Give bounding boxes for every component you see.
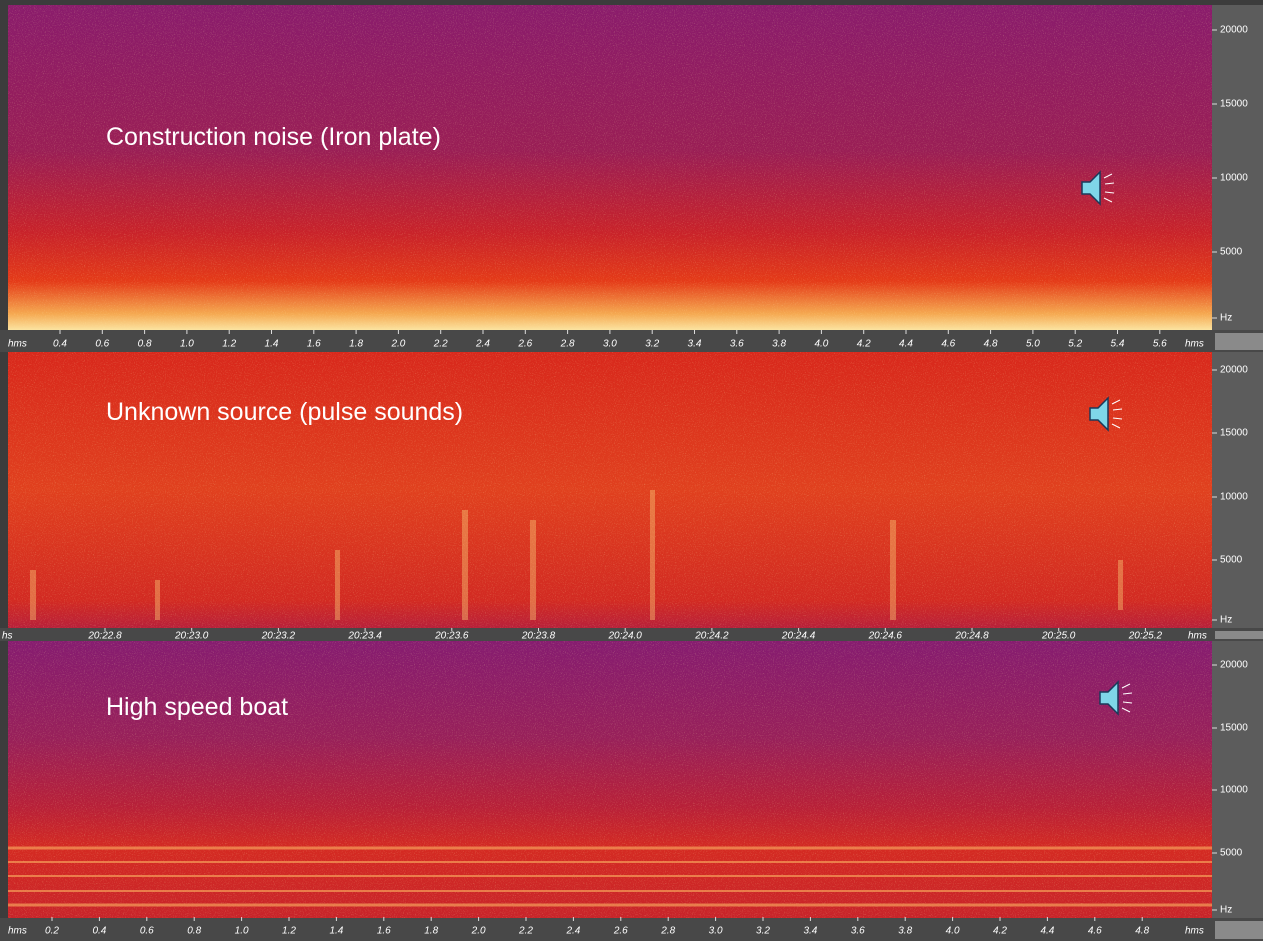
frequency-label: 15000 xyxy=(1220,428,1248,439)
frequency-label: 20000 xyxy=(1220,25,1248,36)
time-label: 20:22.8 xyxy=(87,631,122,642)
time-label: 2.2 xyxy=(433,339,448,350)
time-label: 3.2 xyxy=(645,339,659,350)
time-label: 5.2 xyxy=(1068,339,1082,350)
time-label: 0.4 xyxy=(92,926,106,937)
time-label: 0.8 xyxy=(138,339,152,350)
time-label: 1.8 xyxy=(349,339,363,350)
time-label: 20:24.2 xyxy=(694,631,729,642)
time-label: 20:23.0 xyxy=(174,631,209,642)
time-label: 4.6 xyxy=(1088,926,1102,937)
time-label: 5.4 xyxy=(1111,339,1125,350)
frequency-label: Hz xyxy=(1220,313,1232,324)
time-label: 20:25.0 xyxy=(1041,631,1076,642)
time-label: 20:24.4 xyxy=(781,631,816,642)
time-label: 4.4 xyxy=(899,339,913,350)
frequency-label: 10000 xyxy=(1220,785,1248,796)
spectrogram-window: Construction noise (Iron plate) Unknown … xyxy=(0,0,1263,941)
time-label: 2.8 xyxy=(660,926,675,937)
frequency-label: Hz xyxy=(1220,905,1232,916)
time-label: 20:24.8 xyxy=(954,631,989,642)
time-label: 20:23.8 xyxy=(521,631,556,642)
time-label: 1.0 xyxy=(180,339,194,350)
time-label: 0.4 xyxy=(53,339,67,350)
frequency-label: 15000 xyxy=(1220,723,1248,734)
time-label: 4.0 xyxy=(946,926,960,937)
time-label: 0.6 xyxy=(140,926,154,937)
frequency-label: 5000 xyxy=(1220,848,1243,859)
frequency-axis xyxy=(1212,641,1263,918)
time-label: 1.8 xyxy=(424,926,438,937)
time-label: 20:24.0 xyxy=(608,631,643,642)
frequency-label: 20000 xyxy=(1220,365,1248,376)
time-unit: hms xyxy=(1185,339,1204,350)
frequency-label: 10000 xyxy=(1220,492,1248,503)
time-label: 0.6 xyxy=(95,339,109,350)
frequency-label: 5000 xyxy=(1220,247,1243,258)
time-label: 2.2 xyxy=(518,926,533,937)
time-label: 0.8 xyxy=(187,926,201,937)
time-label: 1.6 xyxy=(307,339,321,350)
time-label: 5.0 xyxy=(1026,339,1040,350)
time-label: 1.2 xyxy=(222,339,236,350)
time-label: 1.6 xyxy=(377,926,391,937)
time-label: 3.4 xyxy=(688,339,702,350)
frequency-axis xyxy=(1212,352,1263,628)
time-unit: hms xyxy=(8,339,27,350)
time-label: 2.8 xyxy=(560,339,575,350)
time-unit: hms xyxy=(1185,926,1204,937)
time-unit: hs xyxy=(2,631,13,642)
time-label: 4.8 xyxy=(1135,926,1149,937)
time-label: 4.8 xyxy=(984,339,998,350)
frequency-label: 10000 xyxy=(1220,173,1248,184)
axis-corner xyxy=(1215,631,1263,639)
time-label: 3.0 xyxy=(603,339,617,350)
panel-title: High speed boat xyxy=(106,693,288,721)
time-label: 4.2 xyxy=(857,339,871,350)
axis-corner xyxy=(1215,921,1263,939)
time-label: 1.4 xyxy=(329,926,343,937)
frequency-label: 5000 xyxy=(1220,555,1243,566)
time-label: 3.0 xyxy=(709,926,723,937)
time-label: 3.8 xyxy=(772,339,786,350)
time-label: 2.0 xyxy=(390,339,405,350)
panel-title: Unknown source (pulse sounds) xyxy=(106,398,463,426)
time-unit: hms xyxy=(8,926,27,937)
time-label: 5.6 xyxy=(1153,339,1167,350)
time-label: 20:23.6 xyxy=(434,631,469,642)
time-label: 2.0 xyxy=(471,926,486,937)
time-label: 20:25.2 xyxy=(1128,631,1163,642)
time-label: 2.6 xyxy=(517,339,532,350)
frequency-label: Hz xyxy=(1220,615,1232,626)
time-label: 1.4 xyxy=(265,339,279,350)
page: {"panels": [ {"title": "Construction noi… xyxy=(0,0,1263,941)
time-label: 1.0 xyxy=(235,926,249,937)
axis-corner xyxy=(1215,333,1263,350)
time-label: 1.2 xyxy=(282,926,296,937)
time-label: 4.6 xyxy=(941,339,955,350)
time-label: 0.2 xyxy=(45,926,59,937)
time-label: 4.0 xyxy=(814,339,828,350)
time-label: 3.6 xyxy=(851,926,865,937)
time-label: 20:23.4 xyxy=(347,631,382,642)
time-label: 3.2 xyxy=(756,926,770,937)
time-label: 3.6 xyxy=(730,339,744,350)
time-label: 4.4 xyxy=(1040,926,1054,937)
time-label: 2.4 xyxy=(565,926,580,937)
time-unit: hms xyxy=(1188,631,1207,642)
time-label: 2.4 xyxy=(475,339,490,350)
frequency-axis xyxy=(1212,5,1263,330)
frequency-label: 20000 xyxy=(1220,660,1248,671)
panel-title: Construction noise (Iron plate) xyxy=(106,123,441,151)
time-label: 4.2 xyxy=(993,926,1007,937)
time-label: 2.6 xyxy=(613,926,628,937)
time-label: 20:24.6 xyxy=(868,631,903,642)
time-label: 3.4 xyxy=(803,926,817,937)
time-label: 20:23.2 xyxy=(261,631,296,642)
time-label: 3.8 xyxy=(898,926,912,937)
frequency-label: 15000 xyxy=(1220,99,1248,110)
